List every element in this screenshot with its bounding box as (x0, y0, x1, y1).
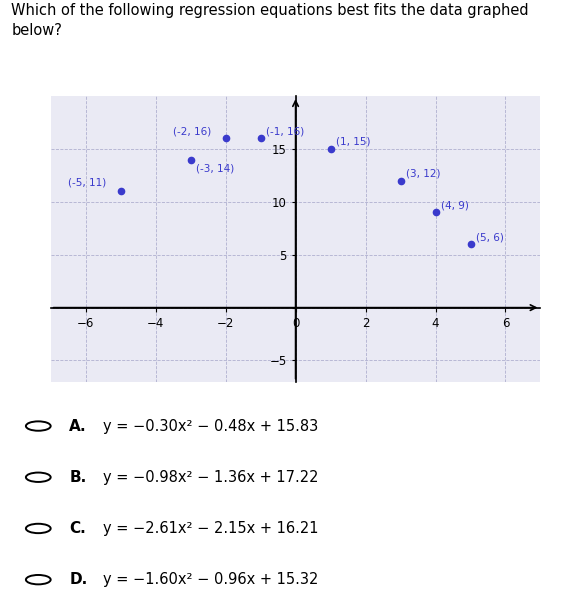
Text: (-3, 14): (-3, 14) (196, 163, 234, 173)
Text: (-5, 11): (-5, 11) (68, 177, 106, 187)
Text: (4, 9): (4, 9) (441, 200, 468, 210)
Text: y = −0.98x² − 1.36x + 17.22: y = −0.98x² − 1.36x + 17.22 (103, 470, 319, 485)
Text: y = −2.61x² − 2.15x + 16.21: y = −2.61x² − 2.15x + 16.21 (103, 521, 319, 536)
Text: (1, 15): (1, 15) (336, 137, 370, 147)
Text: B.: B. (69, 470, 87, 485)
Text: (5, 6): (5, 6) (476, 232, 504, 242)
Text: y = −0.30x² − 0.48x + 15.83: y = −0.30x² − 0.48x + 15.83 (103, 418, 318, 433)
Text: (3, 12): (3, 12) (406, 169, 440, 178)
Text: (-1, 16): (-1, 16) (266, 126, 304, 136)
Text: (-2, 16): (-2, 16) (173, 126, 211, 136)
Text: D.: D. (69, 572, 87, 587)
Text: C.: C. (69, 521, 86, 536)
Text: Which of the following regression equations best fits the data graphed
below?: Which of the following regression equati… (11, 3, 529, 38)
Text: y = −1.60x² − 0.96x + 15.32: y = −1.60x² − 0.96x + 15.32 (103, 572, 319, 587)
Text: A.: A. (69, 418, 87, 433)
